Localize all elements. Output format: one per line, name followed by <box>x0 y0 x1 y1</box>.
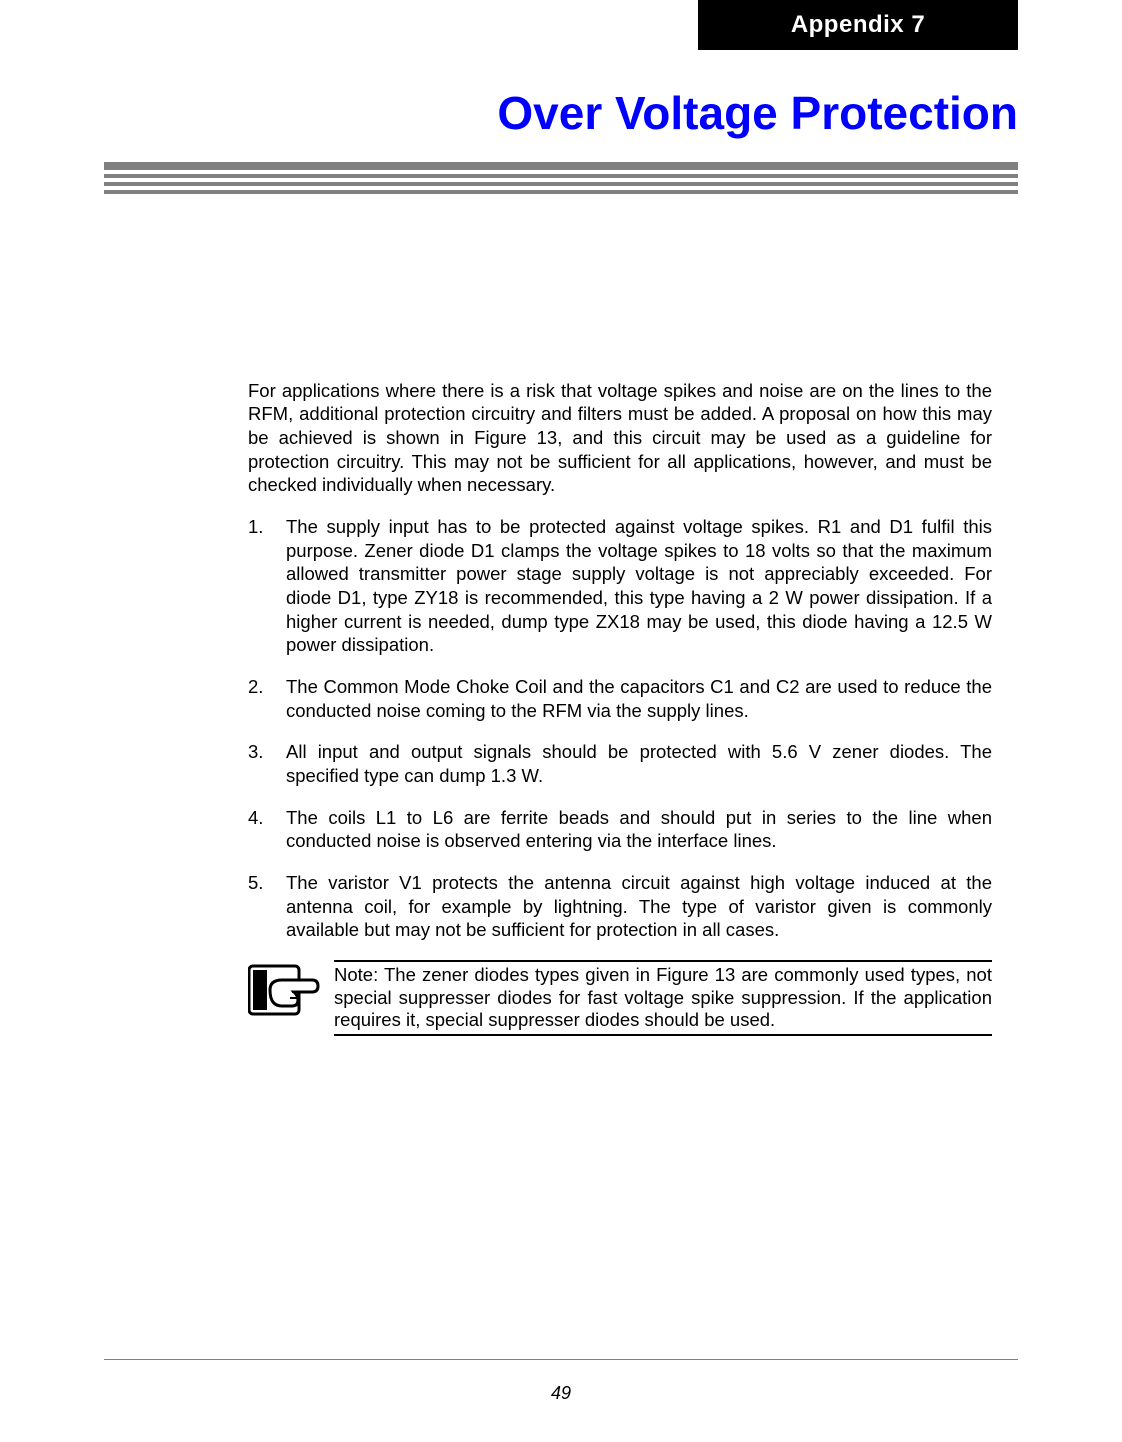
rule-thin <box>104 174 1018 178</box>
rule-thick <box>104 162 1018 170</box>
body-column: For applications where there is a risk t… <box>248 360 992 1036</box>
note-text: Note: The zener diodes types given in Fi… <box>334 964 992 1032</box>
title-rules <box>104 162 1018 194</box>
list-item: All input and output signals should be p… <box>248 740 992 787</box>
rule-thin <box>104 182 1018 186</box>
page-title: Over Voltage Protection <box>0 86 1018 140</box>
note-pointing-hand-icon <box>248 960 324 1020</box>
numbered-list: The supply input has to be protected aga… <box>248 515 992 942</box>
list-item: The Common Mode Choke Coil and the capac… <box>248 675 992 722</box>
list-item-text: The varistor V1 protects the antenna cir… <box>286 872 992 940</box>
list-item-text: The Common Mode Choke Coil and the capac… <box>286 676 992 721</box>
appendix-label: Appendix 7 <box>791 11 925 39</box>
list-item-text: The coils L1 to L6 are ferrite beads and… <box>286 807 992 852</box>
appendix-tab: Appendix 7 <box>698 0 1018 50</box>
page-number: 49 <box>0 1383 1122 1404</box>
list-item-text: The supply input has to be protected aga… <box>286 516 992 655</box>
list-item-text: All input and output signals should be p… <box>286 741 992 786</box>
list-item: The varistor V1 protects the antenna cir… <box>248 871 992 942</box>
list-item: The coils L1 to L6 are ferrite beads and… <box>248 806 992 853</box>
rule-thin <box>104 190 1018 194</box>
intro-paragraph: For applications where there is a risk t… <box>248 379 992 497</box>
note-box: Note: The zener diodes types given in Fi… <box>248 960 992 1036</box>
list-item: The supply input has to be protected aga… <box>248 515 992 657</box>
footer-rule <box>104 1359 1018 1361</box>
note-text-frame: Note: The zener diodes types given in Fi… <box>334 960 992 1036</box>
